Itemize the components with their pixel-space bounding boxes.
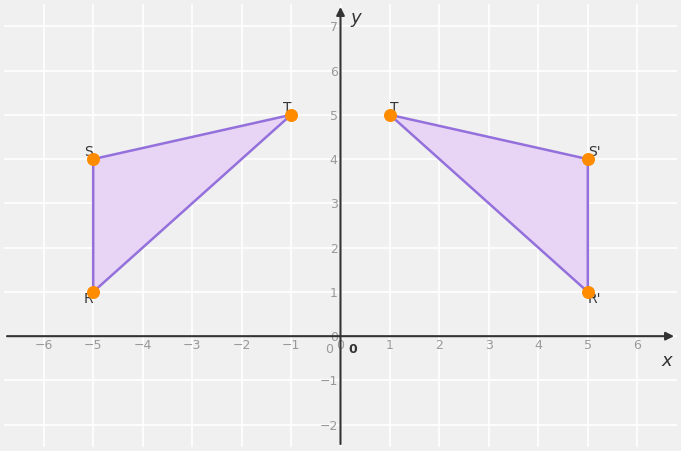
Text: R: R: [84, 292, 93, 306]
Text: 0: 0: [348, 343, 357, 356]
Text: S': S': [588, 145, 601, 159]
Text: 0: 0: [325, 343, 333, 356]
Polygon shape: [390, 115, 588, 292]
Point: [88, 288, 99, 295]
Point: [582, 288, 593, 295]
Text: T: T: [390, 101, 398, 115]
Point: [582, 156, 593, 163]
Text: T: T: [283, 101, 291, 115]
Text: y: y: [351, 9, 361, 27]
Text: S: S: [84, 145, 93, 159]
Text: x: x: [661, 352, 672, 370]
Point: [285, 111, 296, 119]
Point: [88, 156, 99, 163]
Polygon shape: [93, 115, 291, 292]
Point: [385, 111, 396, 119]
Text: R': R': [588, 292, 601, 306]
